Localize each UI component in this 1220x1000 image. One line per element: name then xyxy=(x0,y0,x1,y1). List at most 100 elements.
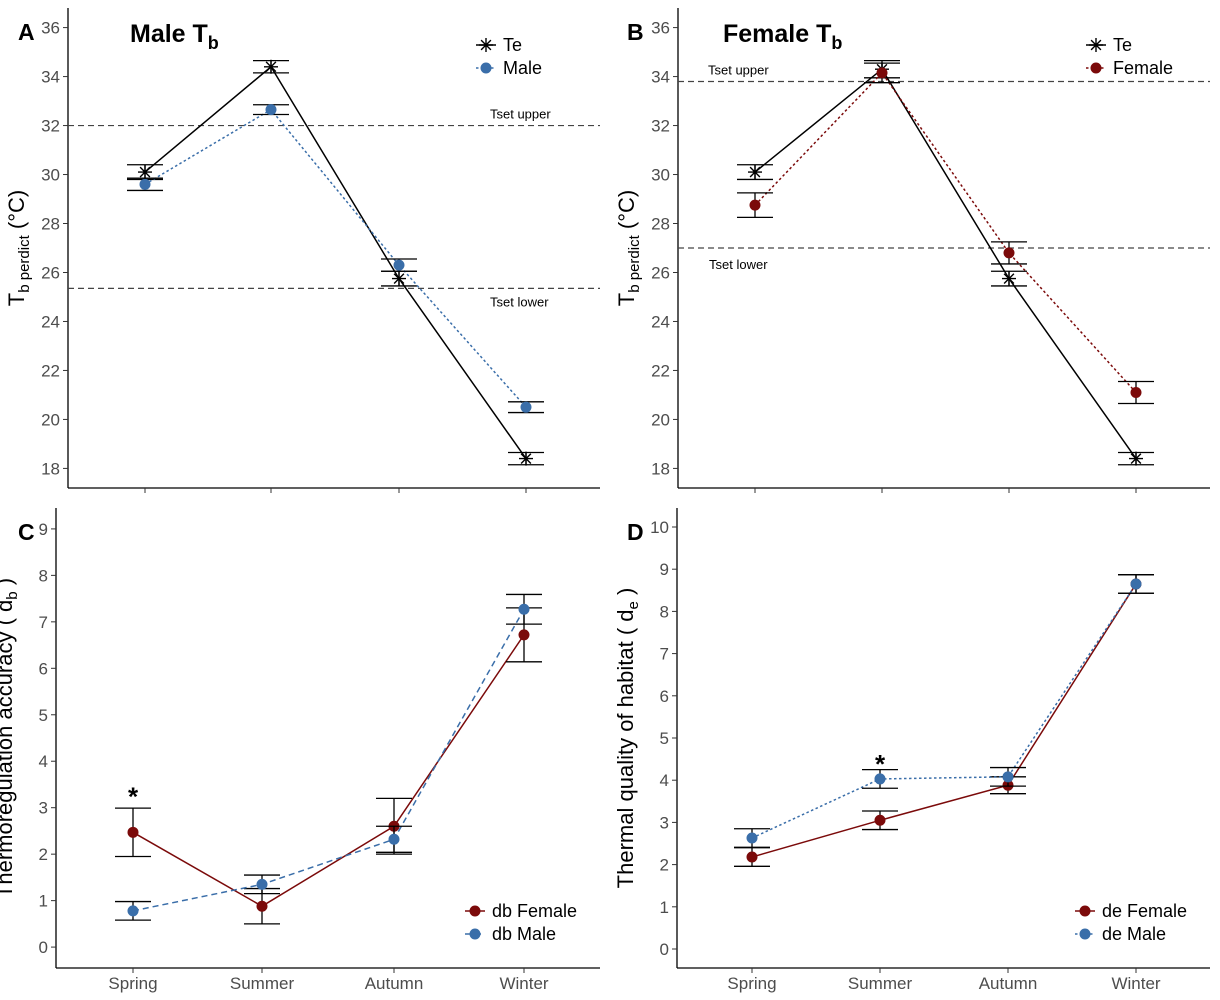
y-axis-label-text: T xyxy=(4,293,29,306)
legend-label: Female xyxy=(1113,58,1173,78)
legend-label: de Female xyxy=(1102,901,1187,921)
legend-label: de Male xyxy=(1102,924,1166,944)
data-point xyxy=(256,878,268,890)
legend-label: Te xyxy=(1113,35,1132,55)
y-axis-label-subscript: b xyxy=(4,591,21,599)
y-tick-label: 36 xyxy=(41,19,60,38)
y-axis-label: Tb perdict (°C) xyxy=(614,190,643,306)
y-tick-label: 28 xyxy=(41,215,60,234)
data-point xyxy=(749,199,761,211)
x-tick-label: Winter xyxy=(499,974,548,993)
data-point xyxy=(518,603,530,615)
legend-item: de Female xyxy=(1075,901,1187,921)
legend-marker xyxy=(479,38,493,52)
significance-marker: * xyxy=(875,749,886,779)
legend-item: Female xyxy=(1086,58,1173,78)
y-axis-label-subscript: e xyxy=(625,601,642,609)
y-tick-label: 4 xyxy=(660,771,669,790)
series-line xyxy=(751,583,1137,858)
y-tick-label: 2 xyxy=(660,856,669,875)
legend-marker xyxy=(1090,62,1102,74)
y-tick-label: 1 xyxy=(39,892,48,911)
legend-item: Te xyxy=(1086,35,1132,55)
panel-a: 18 20 22 24 26 28 30 32 34 36 A Male Tb Tb perdict (… xyxy=(4,8,600,493)
panel-b: 18 20 22 24 26 28 30 32 34 36 B Female Tb Tb perdict… xyxy=(614,8,1210,493)
y-axis-label-unit: (°C) xyxy=(4,190,29,235)
x-tick-label: Summer xyxy=(230,974,295,993)
series-line xyxy=(754,68,1137,460)
series-de-male xyxy=(734,574,1154,848)
y-tick-label: 0 xyxy=(660,940,669,959)
y-axis-label: Thermal quality of habitat ( de ) xyxy=(613,588,642,889)
x-tick-label: Autumn xyxy=(365,974,424,993)
data-point xyxy=(520,401,532,413)
y-tick-label: 28 xyxy=(651,215,670,234)
legend-item: db Male xyxy=(465,924,556,944)
series-de-female xyxy=(734,574,1154,867)
data-point xyxy=(256,900,268,912)
reference-line-label: Tset upper xyxy=(708,62,769,77)
data-point xyxy=(1130,386,1142,398)
legend-marker xyxy=(469,905,481,917)
data-point xyxy=(874,773,886,785)
panel-letter: A xyxy=(18,19,35,45)
y-tick-label: 24 xyxy=(651,312,670,331)
y-axis-label-unit: ) xyxy=(613,588,638,601)
panel-title: Female Tb xyxy=(723,20,842,53)
data-point xyxy=(746,851,758,863)
data-point xyxy=(127,826,139,838)
series-te xyxy=(127,59,544,466)
data-point xyxy=(1130,578,1142,590)
data-point xyxy=(138,165,152,180)
legend-label: db Female xyxy=(492,901,577,921)
legend-item: de Male xyxy=(1075,924,1166,944)
data-point xyxy=(746,832,758,844)
data-point xyxy=(388,833,400,845)
y-axis-label: Thermoregulation accuracy ( db ) xyxy=(0,578,21,898)
legend: de Female de Male xyxy=(1075,901,1187,944)
y-tick-label: 5 xyxy=(39,706,48,725)
y-tick-label: 26 xyxy=(41,263,60,282)
y-tick-label: 34 xyxy=(41,68,60,87)
legend-item: Male xyxy=(476,58,542,78)
y-tick-label: 30 xyxy=(651,166,670,185)
panel-letter: B xyxy=(627,19,644,45)
y-tick-label: 20 xyxy=(41,410,60,429)
y-tick-label: 18 xyxy=(651,459,670,478)
y-tick-label: 8 xyxy=(660,602,669,621)
data-point xyxy=(1003,247,1015,259)
y-tick-label: 24 xyxy=(41,312,60,331)
reference-line-label: Tset lower xyxy=(709,257,768,272)
legend-label: Male xyxy=(503,58,542,78)
y-tick-label: 22 xyxy=(41,361,60,380)
legend: Te Female xyxy=(1086,35,1173,78)
data-point xyxy=(1129,451,1143,466)
series-line xyxy=(144,108,527,408)
y-tick-label: 1 xyxy=(660,898,669,917)
significance-marker: * xyxy=(128,781,139,811)
y-tick-label: 32 xyxy=(651,117,670,136)
y-tick-label: 10 xyxy=(650,518,669,537)
y-tick-label: 36 xyxy=(651,19,670,38)
series-line xyxy=(132,634,525,908)
series-female xyxy=(737,62,1154,405)
y-tick-label: 4 xyxy=(39,752,48,771)
panel-d: 0 1 2 3 4 5 6 7 8 9 10 Spring Summer Autumn Winter D The… xyxy=(613,508,1210,993)
series-te xyxy=(737,60,1154,466)
x-tick-label: Spring xyxy=(727,974,776,993)
series-db-female xyxy=(115,607,542,925)
y-tick-label: 0 xyxy=(39,938,48,957)
panel-letter: C xyxy=(18,519,35,545)
series-db-male xyxy=(115,593,542,921)
y-axis-label-subscript: b perdict xyxy=(16,234,33,292)
panel-letter: D xyxy=(627,519,644,545)
reference-line-label: Tset upper xyxy=(490,107,551,122)
legend-marker xyxy=(480,62,492,74)
series-line xyxy=(144,65,527,460)
y-tick-label: 8 xyxy=(39,566,48,585)
legend-label: Te xyxy=(503,35,522,55)
reference-line-label: Tset lower xyxy=(490,294,549,309)
y-tick-label: 3 xyxy=(660,813,669,832)
data-point xyxy=(876,67,888,79)
